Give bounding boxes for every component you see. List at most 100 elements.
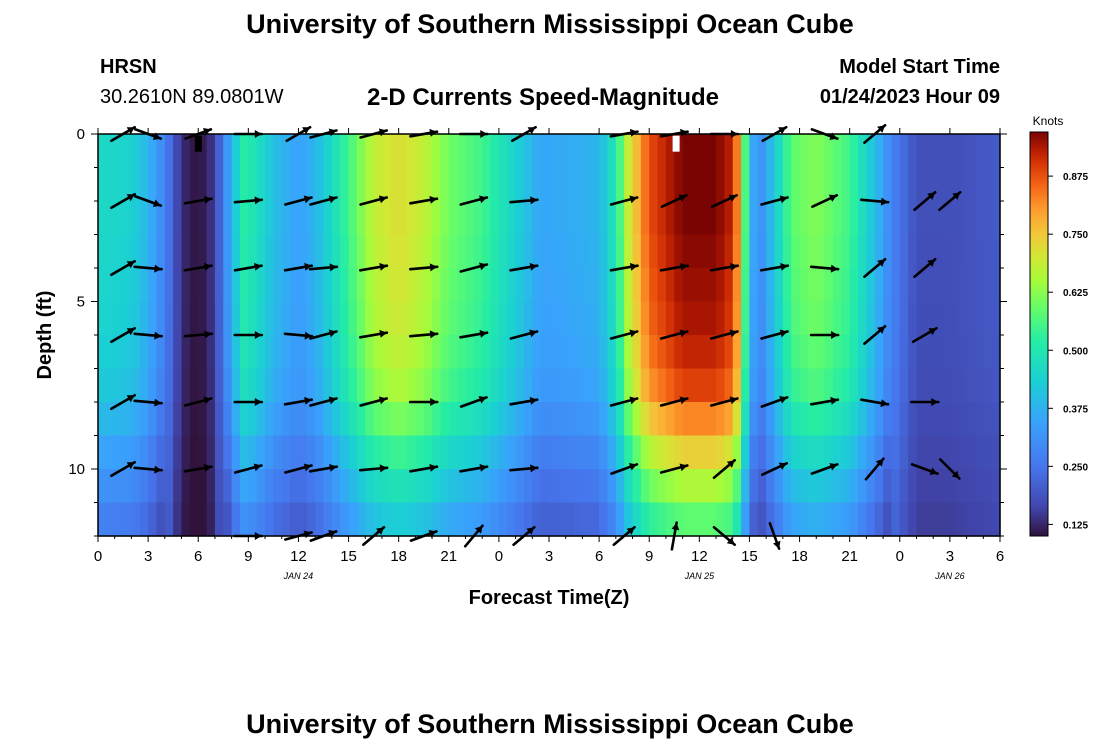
heatmap-cell xyxy=(565,502,575,537)
heatmap-cell xyxy=(974,134,984,169)
current-vector xyxy=(110,193,136,210)
heatmap-cell xyxy=(515,301,525,336)
heatmap-cell xyxy=(181,234,191,269)
heatmap-cell xyxy=(164,435,174,470)
heatmap-cell xyxy=(974,201,984,236)
heatmap-cell xyxy=(381,201,391,236)
heatmap-cell xyxy=(440,502,450,537)
heatmap-cell xyxy=(373,201,383,236)
heatmap-cell xyxy=(214,435,224,470)
heatmap-cell xyxy=(624,502,634,537)
heatmap-cell xyxy=(607,368,617,403)
heatmap-cell xyxy=(432,469,442,504)
heatmap-cell xyxy=(498,234,508,269)
heatmap-cell xyxy=(699,402,709,437)
current-vector xyxy=(810,463,839,475)
heatmap-cell xyxy=(181,435,191,470)
heatmap-cell xyxy=(131,502,141,537)
heatmap-cell xyxy=(432,201,442,236)
heatmap-cell xyxy=(674,167,684,202)
heatmap-cell xyxy=(732,469,742,504)
heatmap-cell xyxy=(356,134,366,169)
heatmap-cell xyxy=(206,167,216,202)
heatmap-cell xyxy=(674,435,684,470)
heatmap-cell xyxy=(331,435,341,470)
heatmap-cell xyxy=(523,268,533,303)
heatmap-cell xyxy=(549,469,558,504)
current-vector xyxy=(309,396,338,407)
vector-head xyxy=(154,465,162,474)
heatmap-cell xyxy=(373,234,383,269)
heatmap-cell xyxy=(457,167,467,202)
current-vector xyxy=(408,263,439,272)
heatmap-cell xyxy=(290,201,300,236)
heatmap-cell xyxy=(991,435,1001,470)
heatmap-cell xyxy=(290,469,300,504)
current-vector xyxy=(459,329,489,339)
heatmap-cell xyxy=(916,402,926,437)
heatmap-cell xyxy=(131,335,141,370)
heatmap-cell xyxy=(974,335,984,370)
heatmap-cell xyxy=(682,201,692,236)
heatmap-cell xyxy=(398,469,408,504)
heatmap-cell xyxy=(615,268,625,303)
heatmap-cell xyxy=(799,134,809,169)
heatmap-cell xyxy=(874,268,884,303)
heatmap-cell xyxy=(933,469,943,504)
heatmap-cell xyxy=(139,268,149,303)
current-vector xyxy=(859,197,890,206)
heatmap-cell xyxy=(139,435,149,470)
heatmap-cell xyxy=(565,134,575,169)
vector-head xyxy=(328,530,337,538)
heatmap-cell xyxy=(290,134,300,169)
vector-head xyxy=(203,463,212,472)
heatmap-cell xyxy=(398,201,408,236)
current-vector xyxy=(610,463,639,475)
current-vector xyxy=(110,393,136,411)
heatmap-cell xyxy=(340,502,350,537)
heatmap-cell xyxy=(933,335,943,370)
vector-head xyxy=(773,540,781,549)
heatmap-cell xyxy=(473,167,483,202)
heatmap-cell xyxy=(816,368,826,403)
heatmap-cell xyxy=(949,368,959,403)
heatmap-cell xyxy=(824,234,834,269)
heatmap-cell xyxy=(632,201,642,236)
heatmap-cell xyxy=(306,234,316,269)
heatmap-cell xyxy=(423,234,433,269)
heatmap-cell xyxy=(189,435,199,470)
current-vector xyxy=(712,458,737,480)
heatmap-cell xyxy=(214,368,224,403)
vector-head xyxy=(779,329,788,338)
vector-head xyxy=(429,195,437,204)
current-vector xyxy=(509,464,539,473)
heatmap-cell xyxy=(173,368,183,403)
heatmap-cell xyxy=(774,268,784,303)
current-vector xyxy=(283,331,314,340)
heatmap-cell xyxy=(407,234,416,269)
heatmap-cell xyxy=(565,234,575,269)
vector-head xyxy=(629,128,638,137)
vector-head xyxy=(678,194,687,202)
current-vector xyxy=(133,398,163,407)
heatmap-cell xyxy=(490,368,500,403)
heatmap-cell xyxy=(916,201,926,236)
heatmap-cell xyxy=(114,301,124,336)
heatmap-cell xyxy=(98,268,107,303)
heatmap-cell xyxy=(189,368,199,403)
vector-head xyxy=(779,195,788,204)
vector-head xyxy=(729,329,738,338)
heatmap-cell xyxy=(323,435,333,470)
heatmap-cell xyxy=(365,402,375,437)
vector-head xyxy=(880,197,889,206)
heatmap-cell xyxy=(164,268,174,303)
heatmap-cell xyxy=(949,134,959,169)
heatmap-cell xyxy=(899,301,909,336)
heatmap-cell xyxy=(774,134,784,169)
heatmap-cell xyxy=(665,134,675,169)
vector-head xyxy=(379,464,388,473)
heatmap-cell xyxy=(749,502,759,537)
vector-head xyxy=(429,330,438,339)
current-vector xyxy=(284,195,313,206)
heatmap-cell xyxy=(599,201,609,236)
